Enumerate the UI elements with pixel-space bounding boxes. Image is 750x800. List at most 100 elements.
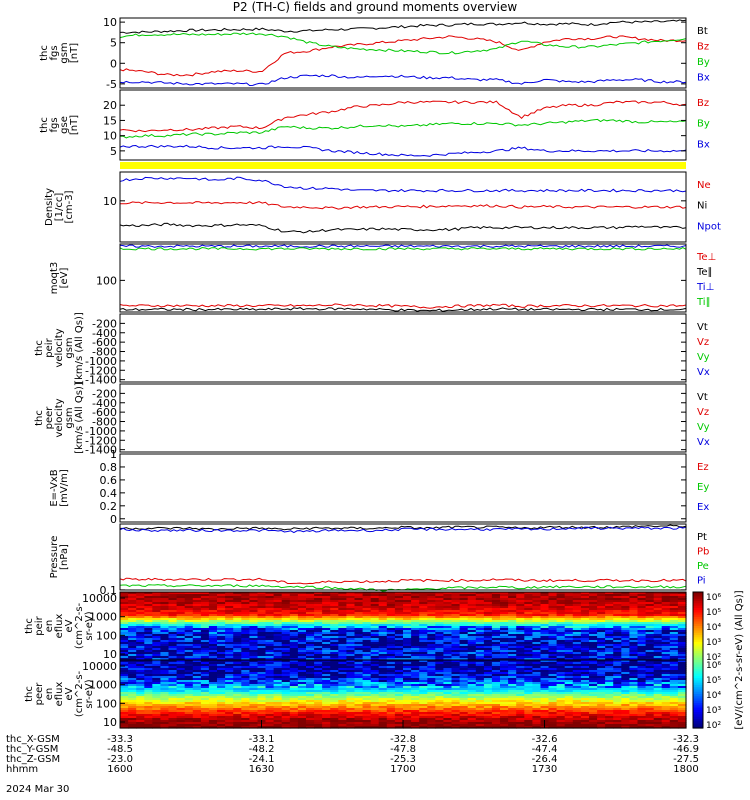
spectrogram-cell [451,680,461,683]
spectrogram-cell [427,640,436,643]
spectrogram-cell [378,692,388,695]
spectrogram-cell [208,604,218,607]
spectrogram-cell [443,610,453,613]
spectrogram-cell [273,660,283,663]
legend-Ez: Ez [697,462,709,473]
spectrogram-cell [128,622,137,625]
spectrogram-cell [580,654,590,657]
spectrogram-cell [322,704,331,707]
spectrogram-cell [403,638,412,641]
spectrogram-cell [160,666,170,669]
spectrogram-cell [564,634,574,637]
spectrogram-cell [556,628,566,631]
spectrogram-cell [338,664,347,667]
spectrogram-cell [338,678,347,681]
spectrogram-cell [168,596,178,599]
spectrogram-cell [653,640,663,643]
spectrogram-cell [475,622,485,625]
spectrogram-cell [500,684,509,687]
colorbar-cell [693,607,703,611]
spectrogram-cell [338,680,347,683]
spectrogram-cell [168,702,178,705]
spectrogram-cell [257,610,267,613]
spectrogram-cell [160,678,170,681]
spectrogram-cell [128,598,137,601]
spectrogram-cell [403,656,412,659]
spectrogram-cell [273,720,283,723]
spectrogram-cell [597,608,606,611]
spectrogram-cell [394,722,404,725]
spectrogram-cell [589,688,598,691]
spectrogram-cell [322,612,331,615]
spectrogram-cell [394,630,404,633]
spectrogram-cell [629,690,639,693]
spectrogram-cell [459,706,469,709]
spectrogram-cell [249,682,259,685]
spectrogram-cell [637,640,647,643]
spectrogram-cell [120,636,129,639]
spectrogram-cell [524,638,533,641]
spectrogram-cell [394,644,404,647]
spectrogram-cell [621,602,630,605]
spectrogram-cell [249,654,259,657]
spectrogram-cell [524,620,533,623]
spectrogram-cell [241,710,250,713]
spectrogram-cell [475,638,485,641]
spectrogram-cell [613,726,622,729]
spectrogram-cell [419,608,428,611]
spectrogram-cell [516,658,525,661]
spectrogram-cell [200,614,210,617]
spectrogram-cell [580,612,590,615]
spectrogram-cell [265,694,275,697]
spectrogram-cell [605,658,614,661]
spectrogram-cell [491,654,501,657]
spectrogram-cell [314,670,323,673]
spectrogram-cell [653,616,663,619]
spectrogram-cell [435,702,444,705]
spectrogram-cell [184,672,194,675]
spectrogram-cell [241,648,250,651]
spectrogram-cell [362,602,372,605]
spectrogram-cell [273,702,283,705]
spectrogram-cell [645,672,655,675]
spectrogram-cell [419,688,428,691]
spectrogram-cell [524,636,533,639]
spectrogram-cell [580,682,590,685]
spectrogram-cell [508,664,517,667]
spectrogram-cell [394,706,404,709]
spectrogram-cell [621,596,630,599]
legend-Bz: Bz [697,98,709,109]
spectrogram-cell [136,686,145,689]
spectrogram-cell [265,672,275,675]
spectrogram-cell [362,622,372,625]
spectrogram-cell [225,644,234,647]
spectrogram-cell [184,662,194,665]
spectrogram-cell [411,688,420,691]
spectrogram-cell [589,594,598,597]
spectrogram-cell [394,620,404,623]
spectrogram-cell [136,630,145,633]
spectrogram-cell [322,630,331,633]
spectrogram-cell [200,678,210,681]
spectrogram-cell [257,636,267,639]
spectrogram-cell [289,718,299,721]
spectrogram-cell [289,632,299,635]
spectrogram-cell [354,708,364,711]
spectrogram-cell [500,600,509,603]
spectrogram-cell [645,598,655,601]
spectrogram-cell [273,724,283,727]
spectrogram-cell [330,616,339,619]
spectrogram-cell [605,720,614,723]
spectrogram-cell [467,636,477,639]
spectrogram-cell [467,606,477,609]
spectrogram-cell [208,610,218,613]
spectrogram-cell [580,632,590,635]
spectrogram-cell [176,712,186,715]
spectrogram-cell [144,648,153,651]
spectrogram-cell [144,718,153,721]
spectrogram-cell [475,614,485,617]
spectrogram-cell [564,690,574,693]
spectrogram-cell [540,718,550,721]
spectrogram-cell [621,598,630,601]
spectrogram-cell [184,704,194,707]
